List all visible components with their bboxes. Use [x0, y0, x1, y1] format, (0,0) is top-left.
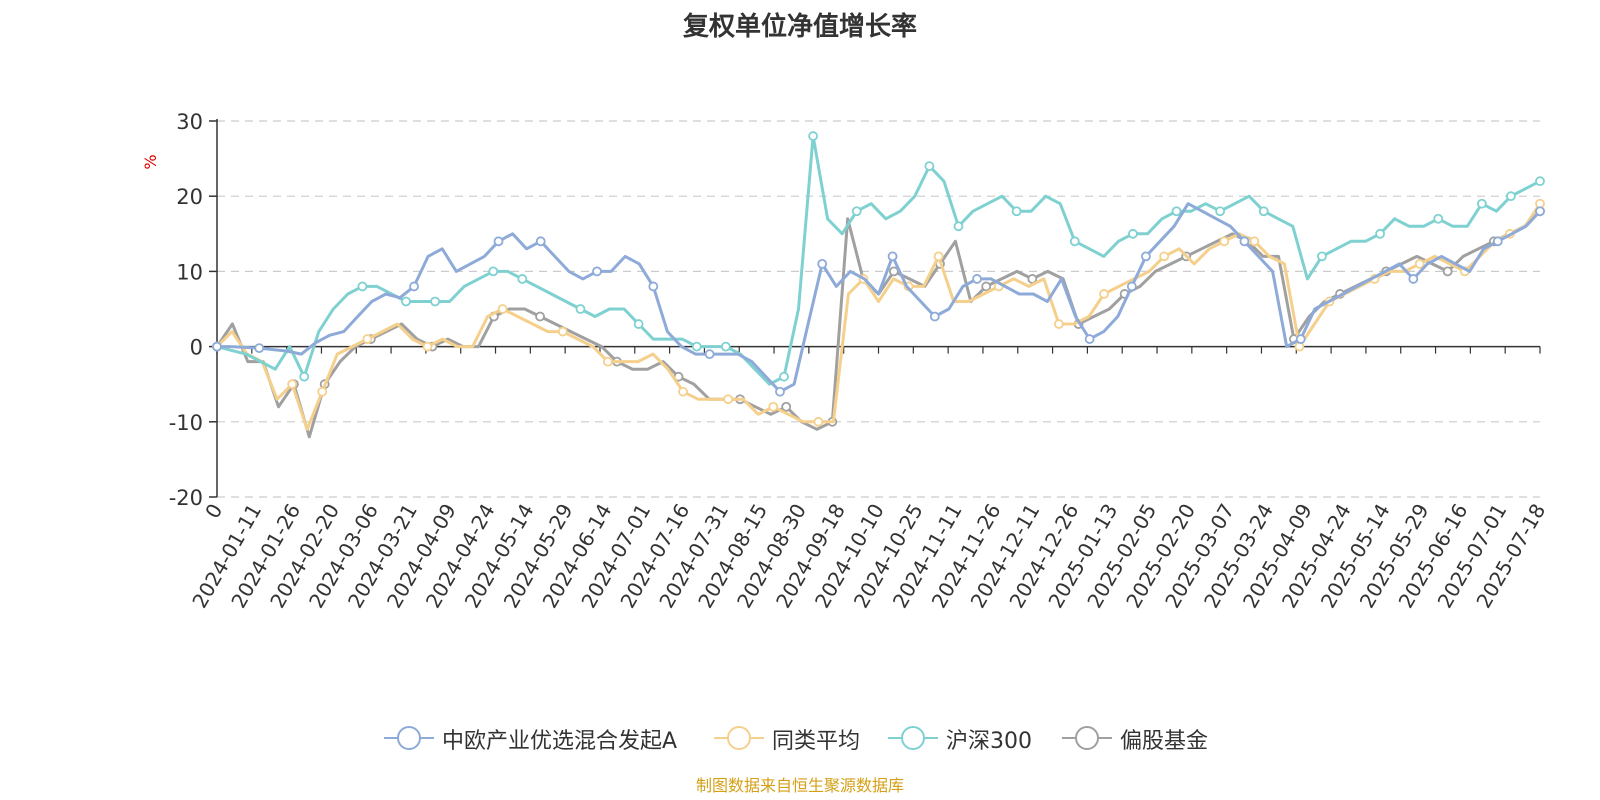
data-point-peer — [287, 379, 298, 390]
data-point-hs300 — [691, 341, 702, 352]
legend-label-hs300: 沪深300 — [946, 729, 1032, 754]
data-point-equity — [888, 266, 899, 277]
data-point-hs300 — [401, 296, 411, 307]
data-point-hs300 — [851, 206, 862, 217]
x-tick-label: 0 — [200, 500, 227, 523]
data-point-hs300 — [1011, 206, 1022, 217]
data-point-equity — [1027, 274, 1038, 284]
y-tick-label: -10 — [169, 411, 203, 435]
data-point-hs300 — [430, 296, 440, 307]
data-point-hs300 — [1535, 176, 1545, 187]
data-point-peer — [933, 251, 944, 262]
y-tick-label: 10 — [176, 260, 203, 284]
data-point-fund — [493, 236, 504, 247]
legend-hs300-marker-icon — [888, 726, 938, 750]
data-point-hs300 — [517, 274, 528, 284]
data-point-peer — [723, 394, 734, 405]
data-point-fund — [535, 236, 546, 247]
data-point-fund — [254, 343, 265, 354]
data-point-hs300 — [953, 221, 964, 232]
data-point-fund — [592, 266, 602, 277]
data-point-fund — [1141, 251, 1151, 262]
series-line-fund — [217, 202, 1542, 394]
data-point-hs300 — [1476, 198, 1487, 209]
y-tick-label: 30 — [176, 110, 203, 134]
y-tick-label: 20 — [176, 185, 203, 209]
data-point-hs300 — [808, 131, 818, 141]
data-point-hs300 — [357, 281, 368, 292]
data-point-hs300 — [924, 161, 935, 172]
data-point-fund — [1408, 274, 1419, 284]
data-point-peer — [1219, 236, 1230, 247]
data-point-hs300 — [1069, 236, 1080, 247]
legend-peer-marker-icon — [714, 726, 764, 750]
grid-lines — [217, 120, 1540, 498]
data-point-hs300 — [1215, 206, 1226, 217]
data-point-peer — [678, 386, 688, 397]
legend-label-equity: 偏股基金 — [1120, 729, 1209, 754]
data-point-fund — [409, 281, 419, 292]
y-axis-unit-label: % — [141, 154, 160, 169]
data-point-peer — [1159, 251, 1170, 262]
chart-title: 复权单位净值增长率 — [682, 12, 917, 42]
y-tick-label: -20 — [169, 486, 203, 510]
data-point-fund — [1126, 281, 1137, 292]
data-point-hs300 — [1433, 213, 1444, 224]
data-point-equity — [781, 401, 792, 412]
data-point-peer — [768, 401, 779, 412]
data-point-hs300 — [1128, 228, 1138, 239]
data-point-fund — [212, 341, 222, 352]
data-point-fund — [929, 311, 940, 322]
data-point-peer — [362, 334, 373, 344]
data-point-peer — [602, 356, 613, 367]
data-point-equity — [535, 311, 545, 322]
legend-label-fund: 中欧产业优选混合发起A — [442, 729, 678, 754]
series-lines — [212, 131, 1545, 439]
tick-labels: 3020100-10-2002024-01-112024-01-262024-0… — [169, 110, 1551, 612]
data-point-fund — [1492, 236, 1503, 247]
data-point-hs300 — [720, 341, 731, 352]
data-point-equity — [1442, 266, 1453, 277]
data-point-hs300 — [1506, 191, 1516, 202]
data-point-peer — [1099, 289, 1109, 299]
data-point-hs300 — [1317, 251, 1327, 262]
data-point-hs300 — [488, 266, 499, 277]
data-point-peer — [422, 341, 433, 352]
data-point-fund — [887, 251, 898, 262]
source-note: 制图数据来自恒生聚源数据库 — [695, 776, 904, 795]
data-point-peer — [557, 326, 568, 337]
legend-fund-marker-icon — [384, 726, 434, 750]
data-point-peer — [1414, 258, 1425, 269]
data-point-fund — [775, 386, 785, 397]
data-point-hs300 — [1171, 206, 1182, 217]
data-point-peer — [497, 304, 508, 314]
data-point-fund — [1084, 334, 1095, 344]
data-point-hs300 — [1375, 228, 1385, 239]
data-point-hs300 — [633, 319, 644, 329]
data-point-fund — [972, 274, 982, 284]
data-point-fund — [1239, 236, 1250, 247]
data-point-peer — [1054, 319, 1064, 329]
legend-equity-marker-icon — [1062, 726, 1112, 750]
data-point-fund — [817, 258, 828, 269]
legend-label-peer: 同类平均 — [772, 729, 861, 754]
axes — [209, 119, 1541, 498]
data-point-fund — [704, 349, 715, 360]
data-point-fund — [648, 281, 659, 292]
data-point-hs300 — [1258, 206, 1269, 217]
data-point-hs300 — [779, 371, 789, 382]
data-point-peer — [813, 416, 824, 427]
data-point-hs300 — [575, 304, 586, 314]
data-point-equity — [981, 281, 992, 292]
y-tick-label: 0 — [190, 336, 203, 360]
legend: 中欧产业优选混合发起A 同类平均 沪深300 偏股基金 — [0, 722, 1600, 754]
data-point-fund — [1535, 206, 1545, 217]
data-point-hs300 — [299, 371, 310, 382]
series-line-peer — [215, 202, 1542, 431]
data-point-peer — [317, 386, 328, 397]
data-point-peer — [1249, 236, 1260, 247]
data-point-fund — [1295, 334, 1306, 344]
